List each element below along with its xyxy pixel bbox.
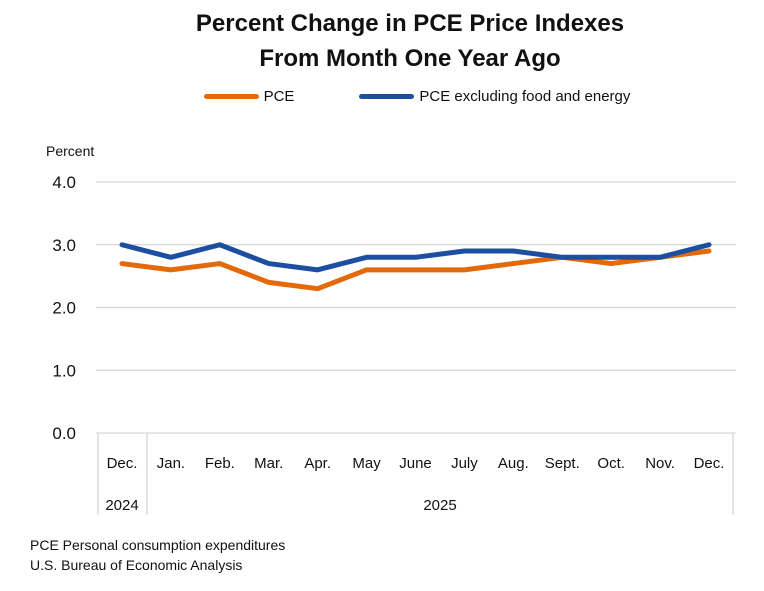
chart-title: Percent Change in PCE Price Indexes From… [28,6,764,76]
x-tick-label: Jan. [157,455,185,472]
y-tick-label: 2.0 [52,299,76,318]
x-tick-label: Apr. [304,455,331,472]
x-tick-label: July [451,455,478,472]
y-axis-unit-label: Percent [46,143,94,159]
x-tick-label: Dec. [107,455,138,472]
y-tick-label: 4.0 [52,173,76,192]
y-tick-label: 3.0 [52,236,76,255]
x-tick-label: Aug. [498,455,529,472]
core-pce-line-swatch-icon [359,94,415,99]
legend-item-core-pce: PCE excluding food and energy [359,88,630,105]
footnote-source: U.S. Bureau of Economic Analysis [30,557,243,573]
year-label: 2024 [105,497,138,514]
y-tick-label: 0.0 [52,424,76,443]
legend: PCE PCE excluding food and energy [35,88,764,105]
legend-label-pce: PCE [263,88,295,105]
x-tick-label: Oct. [597,455,625,472]
x-tick-label: June [399,455,432,472]
x-tick-label: Sept. [545,455,580,472]
legend-item-pce: PCE [203,88,295,105]
footnote-pce-definition: PCE Personal consumption expenditures [30,537,286,553]
pce-line-swatch-icon [203,94,259,99]
footnotes: PCE Personal consumption expenditures U.… [30,535,285,575]
x-tick-label: Feb. [205,455,235,472]
pce-line [119,248,712,292]
chart-title-line2: From Month One Year Ago [259,45,561,72]
plot-svg: Percent 0.0 1.0 2.0 3.0 4.0 Dec. Jan. Feb. Mar. Ap… [46,143,736,515]
x-tick-label: Mar. [254,455,283,472]
x-tick-label: May [352,455,381,472]
x-tick-label: Nov. [645,455,675,472]
legend-label-core-pce: PCE excluding food and energy [419,88,631,105]
y-tick-label: 1.0 [52,361,76,380]
core-pce-line [119,242,712,273]
chart-title-line1: Percent Change in PCE Price Indexes [195,10,625,37]
year-label: 2025 [423,497,456,514]
x-tick-label: Dec. [694,455,725,472]
